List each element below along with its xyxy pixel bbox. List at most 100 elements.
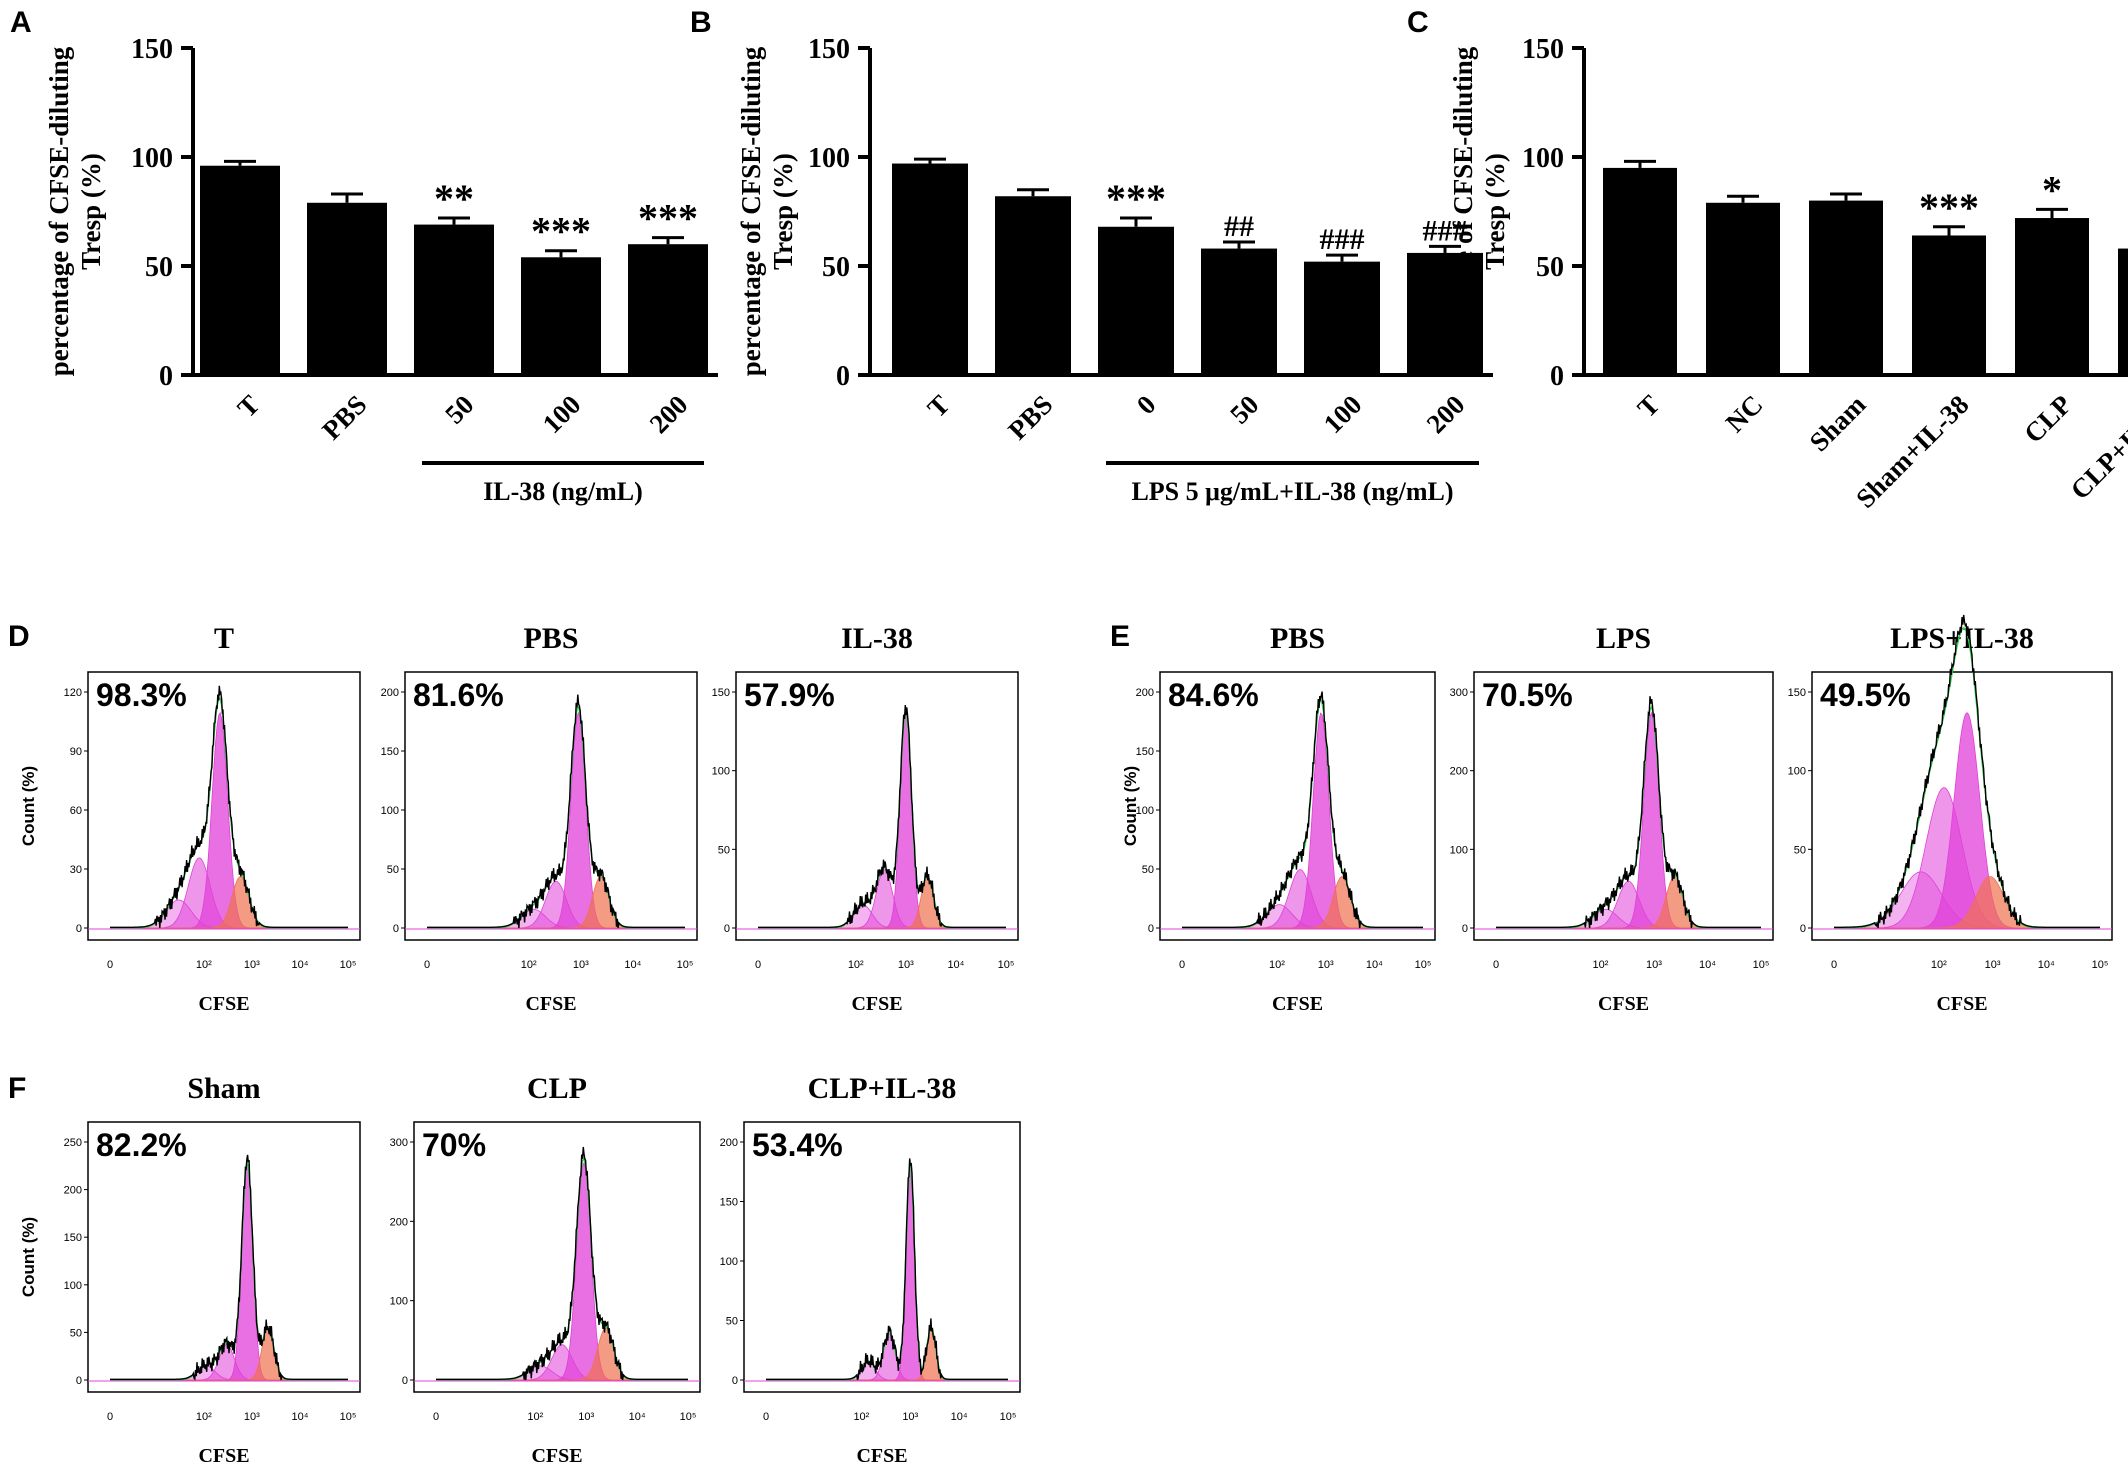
y-axis-label-line: Tresp (%) (768, 153, 798, 270)
histogram-generation-peak (427, 880, 685, 929)
y-axis-label-line: percentage of CFSE-diluting (44, 46, 74, 376)
histogram-y-tick-label: 0 (732, 1375, 738, 1387)
histogram-title: CLP (527, 1072, 587, 1105)
histogram-y-tick-label: 150 (64, 1232, 82, 1244)
y-tick-label: 50 (822, 252, 850, 283)
significance-mark: * (2042, 167, 2062, 212)
bar-200 (628, 244, 708, 375)
bar-panel-A: A 0 50 100 150 percentage of CFSE-diluting Tre… (10, 6, 718, 506)
bar-PBS (307, 202, 387, 375)
category-label: T (232, 389, 266, 423)
histogram-x-tick-label: 10³ (1646, 959, 1662, 971)
category-label: 0 (1131, 389, 1162, 420)
histogram-percent: 82.2% (96, 1127, 187, 1163)
histogram-x-tick-label: 10² (1269, 959, 1285, 971)
histogram-y-label: Count (%) (1121, 766, 1140, 846)
category-label: 100 (1318, 389, 1368, 439)
bar-CLP+IL-38 (2118, 248, 2128, 375)
histogram-x-tick-label: 10⁴ (2038, 959, 2055, 971)
histogram-y-tick-label: 0 (76, 923, 82, 935)
histogram-raw-line (1496, 696, 1761, 929)
bar-T (200, 165, 280, 375)
histogram-frame (87, 671, 361, 941)
histogram-x-tick-label: 0 (433, 1411, 439, 1423)
histogram-x-tick-label: 10³ (573, 959, 589, 971)
category-label: 50 (1224, 389, 1264, 429)
category-label: PBS (1002, 389, 1058, 445)
y-tick-label: 150 (1522, 34, 1564, 65)
histogram-x-tick-label: 10⁵ (1415, 959, 1432, 971)
histogram-y-tick-label: 100 (720, 1256, 738, 1268)
histogram-x-tick-label: 10² (853, 1411, 869, 1423)
histogram-frame (743, 1121, 1021, 1393)
category-label: T (1632, 389, 1666, 423)
y-axis-label-line: Tresp (%) (1480, 153, 1510, 270)
histogram-y-tick-label: 30 (70, 864, 82, 876)
histogram-main-peak (1834, 712, 2100, 929)
histogram-y-tick-label: 120 (64, 687, 82, 699)
y-tick-label: 50 (1536, 252, 1564, 283)
histogram-group-E: E Count (%) PBS 84.6% 0 50 100 150 200 0 10² 10³ 10⁴… (1110, 614, 2113, 1015)
histogram-x-tick-label: 10⁴ (624, 959, 641, 971)
y-axis-label: percentage of CFSE-diluting Tresp (%) (736, 46, 798, 376)
histogram-plot-LPS: LPS 70.5% 0 100 200 300 0 10² 10³ 10⁴ 10⁵ CFSE (1450, 622, 1774, 1015)
histogram-title: T (214, 622, 234, 655)
bar-50 (1201, 248, 1277, 375)
bar-200 (1407, 252, 1483, 375)
histogram-y-tick-label: 200 (1136, 687, 1154, 699)
significance-mark: *** (1106, 176, 1166, 221)
histogram-y-tick-label: 50 (70, 1327, 82, 1339)
bar-Sham (1809, 200, 1883, 375)
histogram-percent: 70.5% (1482, 677, 1573, 713)
category-label: PBS (316, 389, 372, 445)
histogram-y-tick-label: 90 (70, 746, 82, 758)
histogram-x-tick-label: 10² (196, 959, 212, 971)
histogram-x-tick-label: 10² (848, 959, 864, 971)
histogram-x-label: CFSE (525, 993, 576, 1015)
panel-letter-A: A (10, 6, 32, 39)
histogram-x-tick-label: 10³ (244, 1411, 260, 1423)
category-label: CLP (2018, 389, 2077, 448)
histogram-x-tick-label: 10³ (244, 959, 260, 971)
histogram-x-tick-label: 0 (763, 1411, 769, 1423)
y-axis-label: percentage of CFSE-diluting Tresp (%) (44, 46, 106, 376)
histogram-y-tick-label: 0 (724, 923, 730, 935)
histogram-plot-T: T 98.3% 0 30 60 90 120 0 10² 10³ 10⁴ 10⁵ CFSE (64, 622, 361, 1015)
y-tick-label: 100 (808, 143, 850, 174)
significance-mark: *** (638, 196, 698, 241)
histogram-x-tick-label: 0 (755, 959, 761, 971)
histogram-frame (735, 671, 1019, 941)
bar-0 (1098, 226, 1174, 375)
histogram-title: CLP+IL-38 (808, 1072, 957, 1105)
histogram-y-tick-label: 50 (1794, 844, 1806, 856)
histogram-title: PBS (523, 622, 578, 655)
histogram-x-label: CFSE (198, 993, 249, 1015)
histogram-frame (1159, 671, 1436, 941)
bracket-label: IL-38 (ng/mL) (483, 477, 643, 506)
histogram-x-label: CFSE (198, 1445, 249, 1467)
bar-50 (414, 224, 494, 375)
histogram-x-tick-label: 10³ (898, 959, 914, 971)
category-label: 100 (537, 389, 587, 439)
histogram-x-tick-label: 0 (1179, 959, 1185, 971)
histogram-raw-line (110, 1154, 348, 1381)
histogram-x-label: CFSE (1936, 993, 1987, 1015)
histogram-raw-line (436, 1146, 688, 1381)
histogram-x-tick-label: 10² (521, 959, 537, 971)
bar-CLP (2015, 218, 2089, 375)
bar-100 (1304, 261, 1380, 375)
histogram-plot-CLP: CLP 70% 0 100 200 300 0 10² 10³ 10⁴ 10⁵ CFSE (390, 1072, 701, 1467)
y-axis-label-line: percentage of CFSE-diluting (736, 46, 766, 376)
histogram-raw-line (1182, 691, 1423, 929)
histogram-frame (1811, 671, 2113, 941)
histogram-main-peak (110, 711, 348, 929)
histogram-percent: 84.6% (1168, 677, 1259, 713)
histogram-y-tick-label: 200 (390, 1216, 408, 1228)
category-label: 50 (439, 389, 479, 429)
histogram-raw-line (110, 685, 348, 928)
